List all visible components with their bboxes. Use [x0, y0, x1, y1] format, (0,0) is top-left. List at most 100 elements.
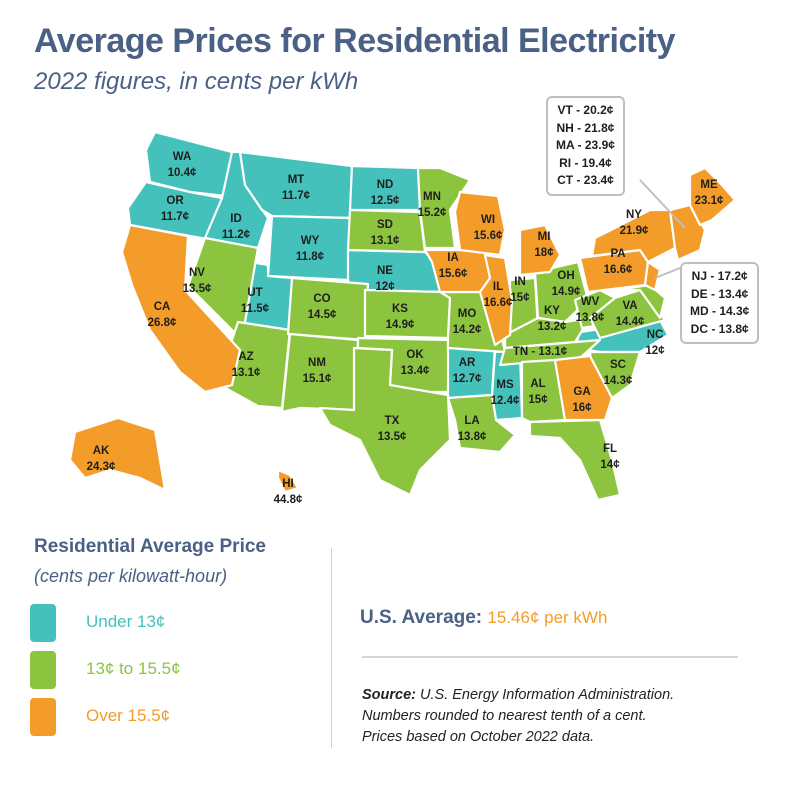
label-me-abbr: ME — [700, 179, 718, 191]
label-ut-value: 11.5¢ — [241, 303, 270, 315]
state-oh[interactable] — [533, 260, 590, 324]
label-al-abbr: AL — [530, 378, 545, 390]
us-average: U.S. Average: 15.46¢ per kWh — [360, 607, 607, 629]
label-il-value: 16.6¢ — [484, 297, 513, 309]
label-sd-value: 13.1¢ — [371, 235, 400, 247]
label-mt-value: 11.7¢ — [282, 190, 311, 202]
label-tx-value: 13.5¢ — [378, 431, 407, 443]
label-mn-abbr: MN — [423, 191, 441, 203]
label-la-abbr: LA — [464, 415, 479, 427]
label-ar-value: 12.7¢ — [453, 373, 482, 385]
label-al-value: 15¢ — [528, 394, 548, 406]
label-me-value: 23.1¢ — [695, 195, 724, 207]
legend-swatch-over-15-5 — [30, 698, 56, 736]
label-ks-abbr: KS — [392, 303, 408, 315]
label-az-abbr: AZ — [238, 351, 253, 363]
label-pa-abbr: PA — [610, 248, 625, 260]
state-ga[interactable] — [553, 354, 614, 422]
state-ca[interactable] — [120, 223, 242, 394]
us-average-value: 15.46¢ per kWh — [487, 608, 608, 627]
label-mt-abbr: MT — [288, 174, 305, 186]
callout-line: MA - 23.9¢ — [556, 138, 615, 152]
source-label: Source: — [362, 687, 416, 703]
callout-new-england: VT - 20.2¢ NH - 21.8¢ MA - 23.9¢ RI - 19… — [546, 96, 625, 196]
label-va-value: 14.4¢ — [616, 316, 645, 328]
callout-line: MD - 14.3¢ — [690, 304, 750, 318]
label-ga-abbr: GA — [573, 386, 590, 398]
label-co-abbr: CO — [313, 293, 330, 305]
label-il-abbr: IL — [493, 281, 503, 293]
source-note: Source: U.S. Energy Information Administ… — [362, 685, 674, 748]
label-in-abbr: IN — [514, 276, 526, 288]
callout-mid-atlantic: NJ - 17.2¢ DE - 13.4¢ MD - 14.3¢ DC - 13… — [680, 262, 760, 344]
state-mn[interactable] — [416, 166, 472, 250]
label-ak-value: 24.3¢ — [87, 461, 116, 473]
label-hi-abbr: HI — [282, 478, 294, 490]
label-nm-abbr: NM — [308, 357, 326, 369]
label-or-abbr: OR — [166, 195, 184, 207]
label-fl-abbr: FL — [603, 443, 617, 455]
state-ar[interactable] — [443, 344, 497, 400]
vertical-divider — [331, 548, 332, 748]
label-ar-abbr: AR — [459, 357, 476, 369]
label-co-value: 14.5¢ — [308, 309, 337, 321]
legend-label-over-15-5: Over 15.5¢ — [86, 706, 171, 725]
label-in-value: 15¢ — [510, 292, 530, 304]
state-nj[interactable] — [643, 260, 662, 292]
legend-swatch-under-13 — [30, 604, 56, 642]
label-ny-abbr: NY — [626, 209, 642, 221]
label-ne-value: 12¢ — [375, 281, 395, 293]
state-wy[interactable] — [266, 214, 352, 282]
callout-line: RI - 19.4¢ — [559, 155, 612, 170]
state-tx[interactable] — [318, 346, 452, 497]
label-ia-abbr: IA — [447, 252, 459, 264]
state-la[interactable] — [446, 393, 517, 454]
label-wi-abbr: WI — [481, 214, 495, 226]
label-hi-value: 44.8¢ — [274, 494, 303, 506]
page-subtitle: 2022 figures, in cents per kWh — [34, 68, 359, 95]
label-oh-abbr: OH — [557, 270, 574, 282]
state-ak[interactable] — [68, 416, 167, 492]
page-title: Average Prices for Residential Electrici… — [34, 22, 676, 60]
source-line: Prices based on October 2022 data. — [362, 729, 595, 745]
label-sd-abbr: SD — [377, 219, 393, 231]
label-ok-abbr: OK — [406, 349, 424, 361]
label-ok-value: 13.4¢ — [401, 365, 430, 377]
legend-swatch-13-to-15-5 — [30, 651, 56, 689]
label-tx-abbr: TX — [385, 415, 400, 427]
state-me[interactable] — [688, 166, 737, 227]
label-mo-value: 14.2¢ — [453, 324, 482, 336]
label-ca-value: 26.8¢ — [148, 317, 177, 329]
label-fl-value: 14¢ — [600, 459, 620, 471]
label-ky-abbr: KY — [544, 305, 560, 317]
label-ky-value: 13.2¢ — [538, 321, 567, 333]
label-ca-abbr: CA — [154, 301, 171, 313]
label-id-value: 11.2¢ — [222, 229, 251, 241]
label-nd-value: 12.5¢ — [371, 195, 400, 207]
label-mi-value: 18¢ — [534, 247, 554, 259]
label-mi-abbr: MI — [538, 231, 551, 243]
label-mn-value: 15.2¢ — [418, 207, 447, 219]
label-nm-value: 15.1¢ — [303, 373, 332, 385]
state-hi[interactable] — [224, 443, 300, 494]
label-ny-value: 21.9¢ — [620, 225, 649, 237]
label-ms-abbr: MS — [496, 379, 514, 391]
state-il[interactable] — [478, 253, 514, 347]
label-id-abbr: ID — [230, 213, 242, 225]
callout-line: DC - 13.8¢ — [690, 321, 749, 336]
state-mi[interactable] — [518, 223, 562, 277]
label-wy-value: 11.8¢ — [296, 251, 325, 263]
label-ms-value: 12.4¢ — [491, 395, 520, 407]
label-ne-abbr: NE — [377, 265, 393, 277]
state-labels: WA 10.4¢ OR 11.7¢ ID 11.2¢ MT 11.7¢ WY 1… — [87, 151, 724, 506]
label-la-value: 13.8¢ — [458, 431, 487, 443]
label-nd-abbr: ND — [377, 179, 394, 191]
state-wi[interactable] — [453, 190, 507, 257]
callout-line: DE - 13.4¢ — [690, 286, 749, 301]
legend-title: Residential Average Price — [34, 536, 266, 557]
callout-mid-atlantic-pointer — [654, 267, 681, 279]
state-fl[interactable] — [528, 418, 622, 502]
label-wy-abbr: WY — [301, 235, 320, 247]
label-nc-abbr: NC — [647, 329, 664, 341]
label-or-value: 11.7¢ — [161, 211, 190, 223]
